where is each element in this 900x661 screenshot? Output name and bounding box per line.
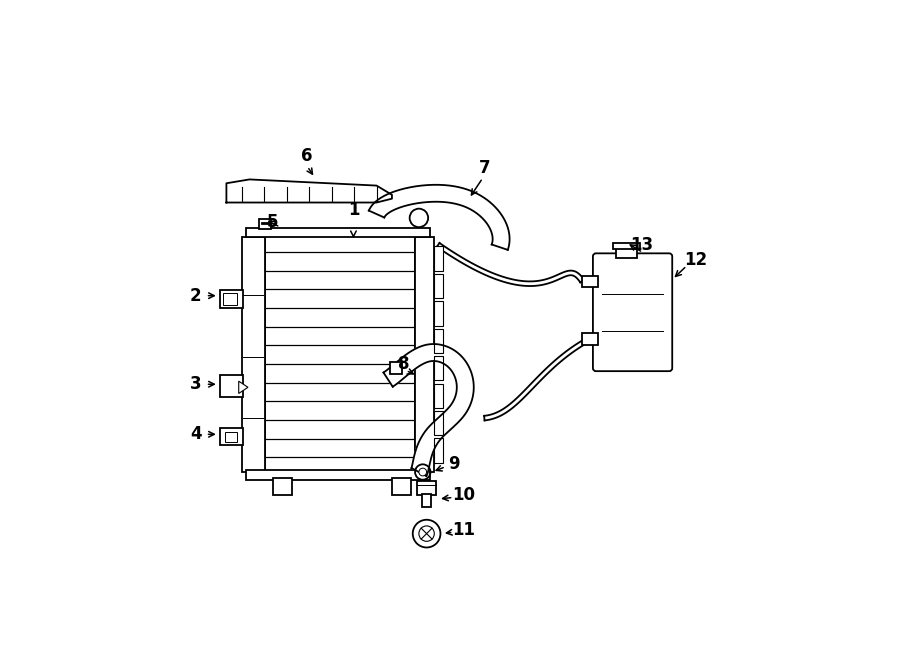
Text: 4: 4 <box>190 425 202 444</box>
Circle shape <box>418 468 427 476</box>
Bar <box>242 237 265 472</box>
Text: 3: 3 <box>190 375 202 393</box>
Circle shape <box>413 520 440 547</box>
Bar <box>434 438 443 463</box>
Bar <box>434 356 443 381</box>
Bar <box>582 333 598 345</box>
Bar <box>434 274 443 298</box>
Bar <box>616 246 637 258</box>
Text: 8: 8 <box>398 355 410 373</box>
Text: 9: 9 <box>447 455 459 473</box>
Bar <box>613 243 640 249</box>
Bar <box>422 494 431 507</box>
Polygon shape <box>369 185 509 250</box>
Bar <box>418 481 436 495</box>
Polygon shape <box>436 243 584 286</box>
Bar <box>392 478 411 495</box>
Bar <box>246 471 430 480</box>
Text: 13: 13 <box>631 236 653 254</box>
Bar <box>434 247 443 271</box>
Bar <box>220 290 243 308</box>
Bar <box>258 219 271 229</box>
Text: 5: 5 <box>267 213 278 231</box>
Bar <box>390 362 402 374</box>
Bar <box>582 276 598 288</box>
Polygon shape <box>383 344 473 476</box>
Text: 7: 7 <box>479 159 490 177</box>
Bar <box>415 237 435 472</box>
Bar <box>434 411 443 436</box>
Bar <box>434 301 443 326</box>
Bar <box>220 428 243 445</box>
Circle shape <box>418 526 435 541</box>
Text: 10: 10 <box>452 486 475 504</box>
Bar <box>225 432 238 442</box>
Bar <box>273 478 292 495</box>
Polygon shape <box>227 179 392 202</box>
Text: 11: 11 <box>452 521 475 539</box>
FancyBboxPatch shape <box>593 253 672 371</box>
Bar <box>223 293 238 305</box>
Bar <box>246 228 430 237</box>
Text: 12: 12 <box>685 251 707 269</box>
Polygon shape <box>484 337 591 420</box>
Bar <box>220 375 243 397</box>
Polygon shape <box>238 381 248 393</box>
Text: 1: 1 <box>347 201 359 219</box>
Bar <box>265 233 415 476</box>
Text: 6: 6 <box>302 147 313 165</box>
Bar <box>434 329 443 353</box>
Bar <box>434 383 443 408</box>
Text: 2: 2 <box>190 287 202 305</box>
